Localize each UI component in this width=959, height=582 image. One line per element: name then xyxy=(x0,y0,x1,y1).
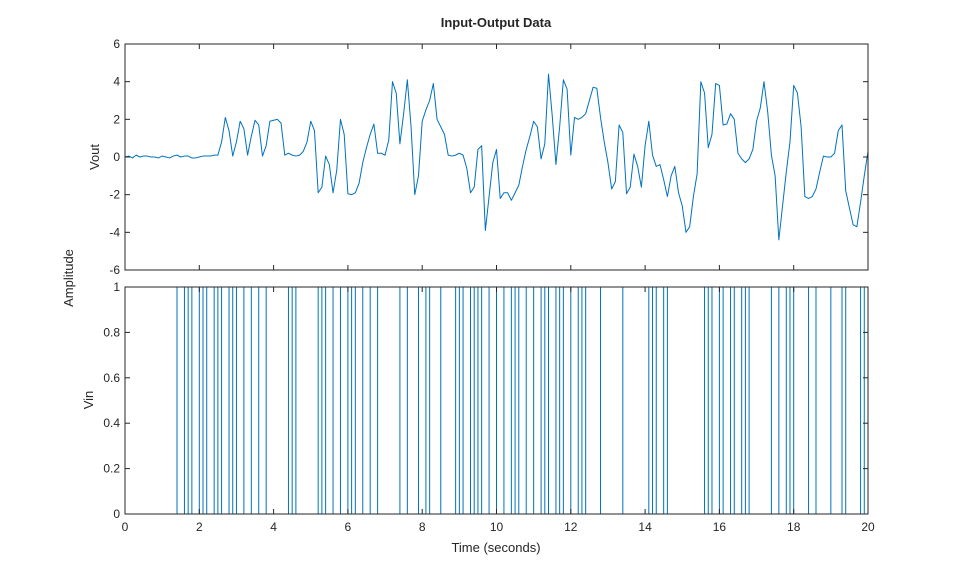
x-tick-label: 6 xyxy=(345,520,352,534)
shared-ylabel: Amplitude xyxy=(61,249,76,307)
x-tick-label: 14 xyxy=(638,520,652,534)
y-tick-label: -6 xyxy=(109,263,120,277)
x-tick-label: 12 xyxy=(564,520,578,534)
axes-bottom: 00.20.40.60.810 2 4 6 8 10 12 14 16 18 20 xyxy=(103,280,875,534)
y-tick-label: 0 xyxy=(113,150,120,164)
chart-title: Input-Output Data xyxy=(441,15,552,30)
x-tick-label: 0 xyxy=(122,520,129,534)
x-tick-label: 10 xyxy=(490,520,504,534)
y-tick-label: 0.6 xyxy=(103,371,120,385)
y-tick-label: 6 xyxy=(113,37,120,51)
y-tick-label: 0.8 xyxy=(103,325,120,339)
x-tick-label: 2 xyxy=(196,520,203,534)
xlabel: Time (seconds) xyxy=(451,540,540,555)
axes-box xyxy=(124,43,869,271)
y-tick-label: 4 xyxy=(113,75,120,89)
y-tick-label: 1 xyxy=(113,280,120,294)
ylabel-bottom: Vin xyxy=(81,391,96,410)
series-line-vout xyxy=(124,73,869,241)
ylabel-top: Vout xyxy=(87,144,102,170)
y-tick-label: 0.2 xyxy=(103,462,120,476)
x-tick-label: 4 xyxy=(270,520,277,534)
y-tick-label: -4 xyxy=(109,225,120,239)
axes-top: -6 -4 -2 0 2 4 6 xyxy=(109,37,869,277)
y-tick-label: 0 xyxy=(113,507,120,521)
x-tick-label: 20 xyxy=(861,520,875,534)
x-tick-label: 8 xyxy=(419,520,426,534)
y-tick-label: -2 xyxy=(109,188,120,202)
y-tick-label: 0.4 xyxy=(103,416,120,430)
y-tick-label: 2 xyxy=(113,112,120,126)
axes-box xyxy=(124,286,869,515)
x-tick-label: 18 xyxy=(787,520,801,534)
plot-area xyxy=(125,44,868,270)
x-tick-label: 16 xyxy=(713,520,727,534)
